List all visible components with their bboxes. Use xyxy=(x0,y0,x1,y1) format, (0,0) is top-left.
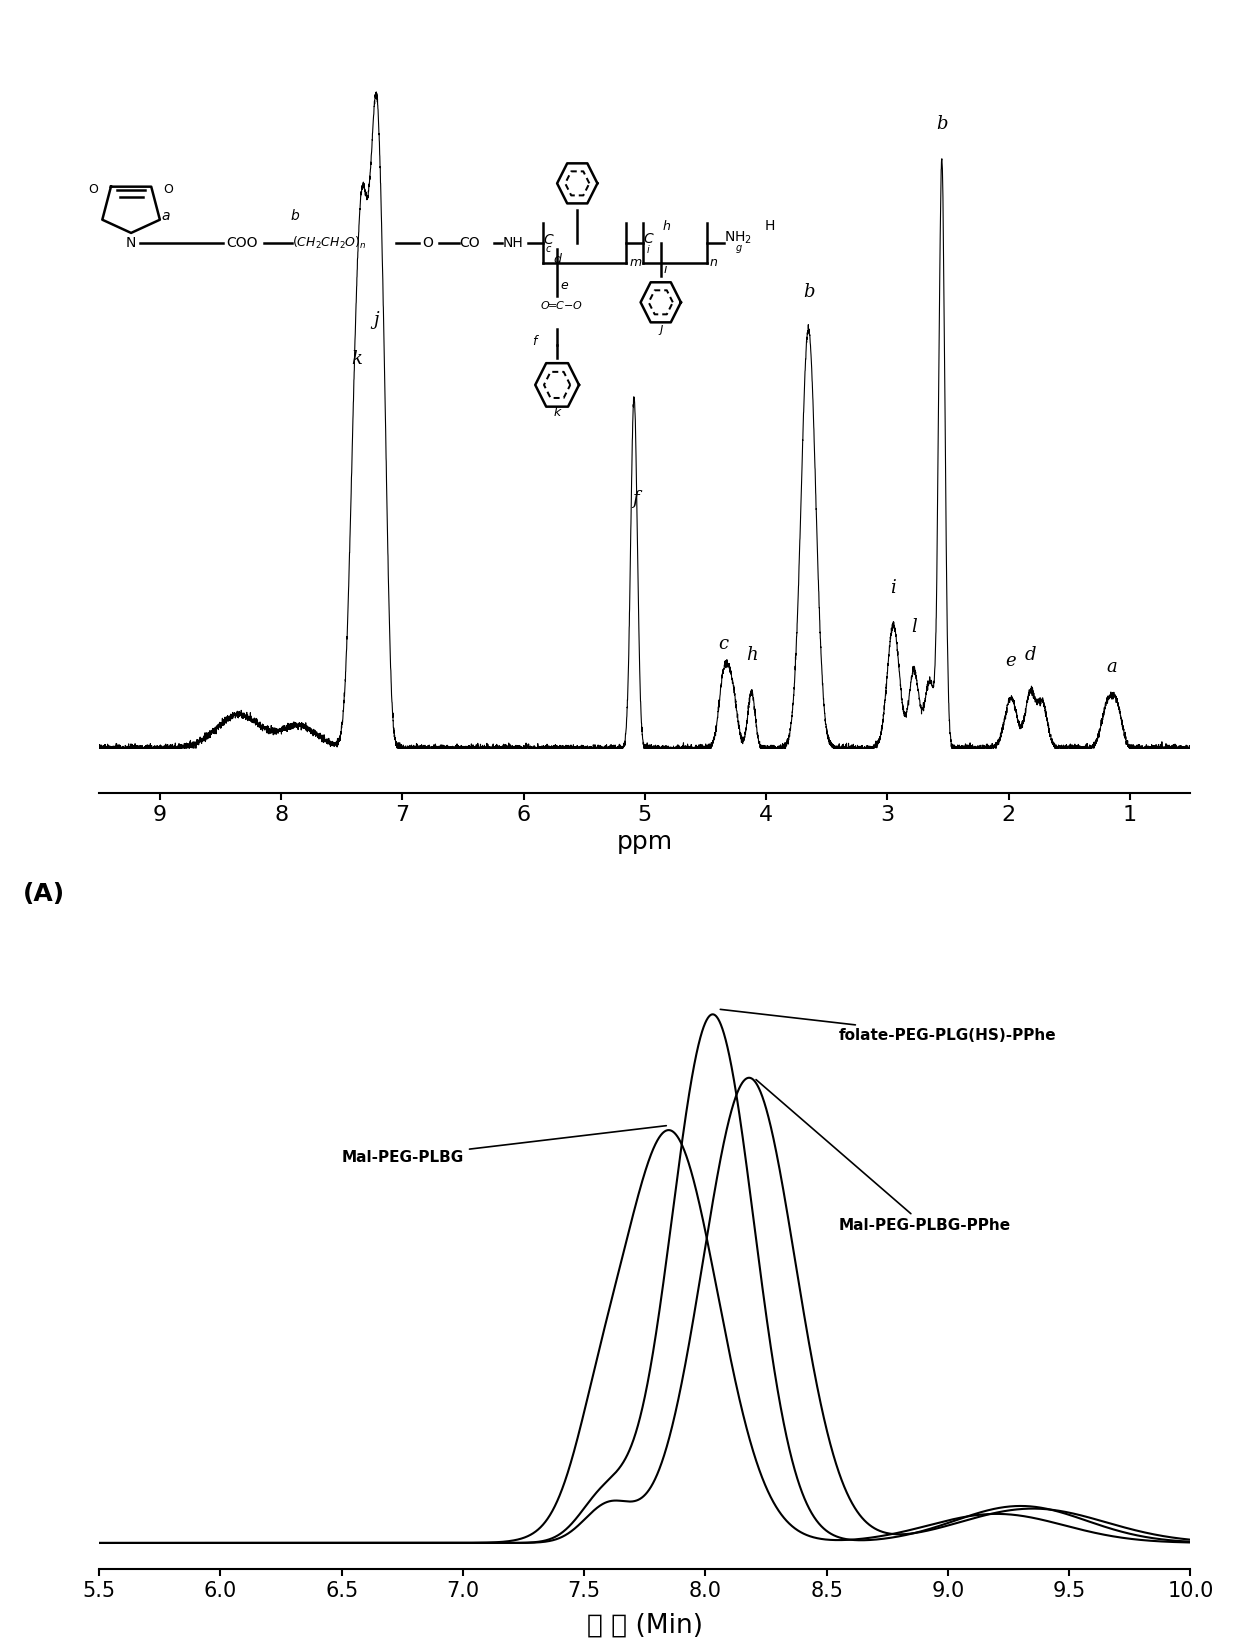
Text: N: N xyxy=(126,236,136,249)
Text: folate-PEG-PLG(HS)-PPhe: folate-PEG-PLG(HS)-PPhe xyxy=(720,1009,1056,1042)
Text: b: b xyxy=(291,208,300,223)
Text: i: i xyxy=(890,580,897,598)
Text: k: k xyxy=(553,406,560,420)
Text: O: O xyxy=(422,236,433,249)
Text: $(CH_2CH_2O)_n$: $(CH_2CH_2O)_n$ xyxy=(293,235,367,251)
Text: b: b xyxy=(936,116,947,134)
Text: b: b xyxy=(802,282,815,301)
Text: d: d xyxy=(1024,646,1037,664)
Text: a: a xyxy=(1106,657,1117,676)
Text: $O\!\!=\!\!C\!-\!O$: $O\!\!=\!\!C\!-\!O$ xyxy=(539,299,583,311)
Text: Mal-PEG-PLBG-PPhe: Mal-PEG-PLBG-PPhe xyxy=(756,1080,1011,1234)
Text: Mal-PEG-PLBG: Mal-PEG-PLBG xyxy=(342,1125,666,1165)
Text: e: e xyxy=(560,279,568,292)
Text: d: d xyxy=(553,253,560,266)
Text: h: h xyxy=(745,646,758,664)
Text: O: O xyxy=(89,183,99,197)
Text: a: a xyxy=(161,208,170,223)
Text: $\underset{c}{\overset{}{C}}$: $\underset{c}{\overset{}{C}}$ xyxy=(543,230,554,256)
Text: n: n xyxy=(709,256,718,269)
Text: c: c xyxy=(718,636,729,653)
Text: f: f xyxy=(532,335,536,349)
Text: COO: COO xyxy=(226,236,258,249)
Text: h: h xyxy=(662,220,671,233)
Text: i: i xyxy=(663,263,667,276)
Text: j: j xyxy=(373,311,378,329)
Text: $\underset{i}{\overset{}{C}}$: $\underset{i}{\overset{}{C}}$ xyxy=(644,230,655,256)
Text: l: l xyxy=(911,618,916,636)
X-axis label: 时 间 (Min): 时 间 (Min) xyxy=(587,1612,703,1639)
Text: j: j xyxy=(658,322,662,335)
Text: $\underset{g}{\mathrm{NH_2}}$: $\underset{g}{\mathrm{NH_2}}$ xyxy=(724,230,753,256)
Text: f: f xyxy=(632,491,639,507)
Text: NH: NH xyxy=(502,236,523,249)
Text: k: k xyxy=(351,350,362,368)
Text: CO: CO xyxy=(459,236,480,249)
Text: e: e xyxy=(1006,653,1017,671)
X-axis label: ppm: ppm xyxy=(616,831,673,854)
Text: H: H xyxy=(764,218,775,233)
Text: O: O xyxy=(164,183,174,197)
Text: m: m xyxy=(629,256,641,269)
Text: (A): (A) xyxy=(22,882,64,907)
